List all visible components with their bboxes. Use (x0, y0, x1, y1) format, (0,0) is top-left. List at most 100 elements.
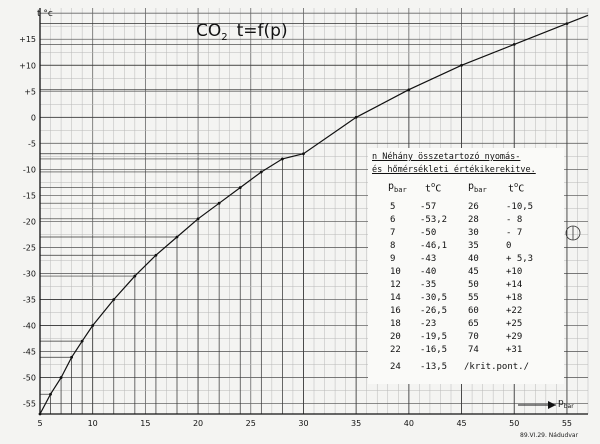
table-cell: +18 (506, 293, 523, 303)
x-tick-label: 55 (562, 419, 572, 428)
y-tick-label: -50 (23, 374, 36, 383)
table-note-line2: és hőmérsékleti értékikerekitve. (372, 165, 536, 175)
table-cell: -46,1 (420, 241, 448, 251)
x-tick-label: 30 (298, 419, 308, 428)
title-main: CO (196, 21, 221, 41)
table-cell: 28 (468, 215, 479, 225)
y-tick-label: +15 (19, 35, 36, 44)
table-cell: 26 (468, 202, 479, 212)
table-cell: 22 (390, 345, 401, 355)
table-cell: -57 (420, 202, 437, 212)
x-tick-label: 10 (88, 419, 98, 428)
title-subscript: 2 (221, 32, 227, 43)
y-tick-labels: +15 +10 +5 0 -5 -10 -15 -20 -25 -30 -35 -40 -45 -50 -5… (19, 35, 36, 408)
table-cell: 45 (468, 267, 479, 277)
x-tick-label: 20 (193, 419, 203, 428)
table-cell: +31 (506, 345, 523, 355)
table-row: 12 -35 50 +14 (368, 280, 564, 293)
table-cell: +29 (506, 332, 523, 342)
title-rest: t=f(p) (237, 21, 288, 41)
x-axis-label-main: p (558, 398, 564, 408)
table-row: 14 -30,5 55 +18 (368, 293, 564, 306)
y-tick-label: -45 (23, 348, 36, 357)
y-tick-label: -55 (23, 400, 36, 409)
chart-title: CO2 t=f(p) (196, 21, 288, 43)
table-cell: -40 (420, 267, 437, 277)
table-cell: 65 (468, 319, 479, 329)
header-t-left: toC (425, 181, 442, 195)
table-row: 5 -57 26 -10,5 (368, 202, 564, 215)
table-cell: -50 (420, 228, 437, 238)
table-cell: 6 (390, 215, 396, 225)
y-axis-label: t °c (37, 9, 53, 19)
x-tick-label: 45 (456, 419, 466, 428)
table-cell: 8 (390, 241, 396, 251)
table-last-row: 24 -13,5 /krit.pont./ (368, 362, 564, 375)
table-cell: +10 (506, 267, 523, 277)
table-cell: 30 (468, 228, 479, 238)
table-cell: -53,2 (420, 215, 448, 225)
table-cell: 7 (390, 228, 396, 238)
table-cell: 16 (390, 306, 401, 316)
table-cell: 50 (468, 280, 479, 290)
y-tick-label: 0 (31, 113, 36, 122)
values-table: n Néhány összetartozó nyomás- és hőmérsé… (368, 148, 564, 384)
table-cell: 12 (390, 280, 401, 290)
table-cell: + 5,3 (506, 254, 534, 264)
x-tick-label: 50 (509, 419, 519, 428)
table-row: 16 -26,5 60 +22 (368, 306, 564, 319)
table-cell: +25 (506, 319, 523, 329)
y-tick-label: +10 (19, 61, 36, 70)
y-tick-label: -25 (23, 243, 36, 252)
table-cell: 18 (390, 319, 401, 329)
table-cell: +22 (506, 306, 523, 316)
table-cell: 55 (468, 293, 479, 303)
table-cell: 5 (390, 202, 396, 212)
table-cell: - 7 (506, 228, 523, 238)
table-note-line1: n Néhány összetartozó nyomás- (372, 152, 521, 162)
axes (39, 8, 588, 415)
last-row-note: /krit.pont./ (464, 362, 530, 372)
table-row: 9 -43 40 + 5,3 (368, 254, 564, 267)
table-cell: 60 (468, 306, 479, 316)
table-cell: -16,5 (420, 345, 448, 355)
y-tick-label: -5 (28, 139, 36, 148)
table-cell: 74 (468, 345, 479, 355)
y-tick-label: +5 (24, 87, 36, 96)
table-cell: -23 (420, 319, 437, 329)
table-cell: 70 (468, 332, 479, 342)
last-row-p: 24 (390, 362, 401, 372)
y-tick-label: -30 (23, 269, 36, 278)
table-cell: 40 (468, 254, 479, 264)
author-stamp: 89.VI.29. Nádudvar (520, 432, 579, 439)
table-row: 6 -53,2 28 - 8 (368, 215, 564, 228)
x-axis-label-sub: bar (564, 403, 574, 410)
x-tick-label: 35 (351, 419, 361, 428)
table-cell: 35 (468, 241, 479, 251)
table-cell: - 8 (506, 215, 523, 225)
table-row: 10 -40 45 +10 (368, 267, 564, 280)
y-tick-label: -40 (23, 322, 36, 331)
last-row-t: -13,5 (420, 362, 448, 372)
svg-text:pbar: pbar (558, 398, 574, 410)
table-cell: -26,5 (420, 306, 448, 316)
x-tick-label: 25 (246, 419, 256, 428)
x-axis-arrowhead (548, 401, 556, 409)
table-row: 7 -50 30 - 7 (368, 228, 564, 241)
table-row: 22 -16,5 74 +31 (368, 345, 564, 358)
x-axis-label: pbar (518, 398, 574, 410)
table-row: 8 -46,1 35 0 (368, 241, 564, 254)
x-tick-label: 5 (37, 419, 42, 428)
y-tick-label: -15 (23, 191, 36, 200)
table-cell: 20 (390, 332, 401, 342)
table-cell: -10,5 (506, 202, 534, 212)
table-cell: 0 (506, 241, 512, 251)
y-tick-label: -35 (23, 295, 36, 304)
table-cell: 10 (390, 267, 401, 277)
x-tick-label: 15 (140, 419, 150, 428)
table-cell: -19,5 (420, 332, 448, 342)
x-tick-labels: 5 10 15 20 25 30 35 40 45 50 55 (37, 419, 572, 428)
table-cell: -43 (420, 254, 437, 264)
table-row: 18 -23 65 +25 (368, 319, 564, 332)
table-cell: +14 (506, 280, 523, 290)
